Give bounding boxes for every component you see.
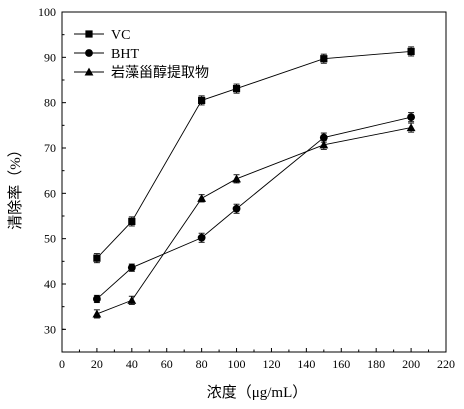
x-tick-label: 0	[59, 357, 65, 371]
legend-label: VC	[111, 28, 130, 43]
x-tick-label: 120	[262, 357, 280, 371]
data-point-square	[407, 47, 415, 56]
x-tick-label: 200	[402, 357, 420, 371]
data-point-square	[232, 85, 241, 93]
y-tick-label: 100	[38, 5, 56, 19]
data-point-circle	[319, 133, 328, 142]
axes: 0 20 40 60 80 100 120 140 160 180 200 220 30 40 50 60 70…	[38, 5, 455, 371]
series-circle	[93, 112, 415, 304]
y-tick-label: 70	[44, 141, 56, 155]
series-triangle	[92, 122, 416, 319]
data-point-triangle	[197, 193, 207, 202]
x-tick-label: 180	[367, 357, 385, 371]
data-point-triangle	[406, 123, 416, 132]
data-point-triangle	[92, 309, 102, 318]
data-point-square	[128, 217, 136, 226]
series-layer	[92, 46, 416, 319]
data-point-square	[198, 96, 206, 104]
data-point-circle	[407, 113, 415, 122]
y-tick-label: 30	[44, 322, 56, 336]
data-point-circle	[232, 204, 241, 213]
y-tick-label: 90	[44, 50, 56, 64]
series-line-square	[96, 50, 412, 259]
x-tick-label: 20	[91, 357, 103, 371]
legend-marker-square	[85, 30, 93, 38]
legend-marker-triangle	[84, 67, 94, 76]
series-square	[93, 46, 415, 264]
data-point-square	[93, 254, 101, 262]
y-tick-label: 50	[44, 232, 56, 246]
data-point-circle	[197, 233, 206, 242]
x-tick-label: 140	[297, 357, 315, 371]
x-tick-label: 160	[332, 357, 350, 371]
y-axis-label: 清除率（%）	[7, 142, 24, 230]
data-point-triangle	[232, 174, 241, 183]
legend-marker-circle	[85, 49, 93, 57]
series-line-triangle	[96, 127, 412, 315]
legend: VC BHT 岩藻甾醇提取物	[74, 28, 209, 81]
x-axis-label: 浓度（μg/mL）	[207, 384, 308, 401]
data-point-circle	[127, 263, 136, 272]
x-tick-label: 80	[196, 357, 208, 371]
x-tick-label: 220	[437, 357, 455, 371]
legend-label: BHT	[111, 47, 139, 62]
plot-frame	[61, 11, 447, 353]
x-tick-label: 100	[228, 357, 246, 371]
x-tick-label: 60	[161, 357, 173, 371]
data-point-triangle	[319, 140, 329, 149]
series-line-circle	[96, 116, 412, 300]
data-point-circle	[93, 295, 101, 303]
y-tick-label: 80	[44, 96, 56, 110]
x-tick-label: 40	[126, 357, 138, 371]
data-point-triangle	[127, 295, 137, 304]
y-tick-label: 60	[44, 186, 56, 200]
data-point-square	[320, 55, 328, 63]
legend-label: 岩藻甾醇提取物	[111, 64, 209, 81]
y-tick-label: 40	[44, 277, 56, 291]
